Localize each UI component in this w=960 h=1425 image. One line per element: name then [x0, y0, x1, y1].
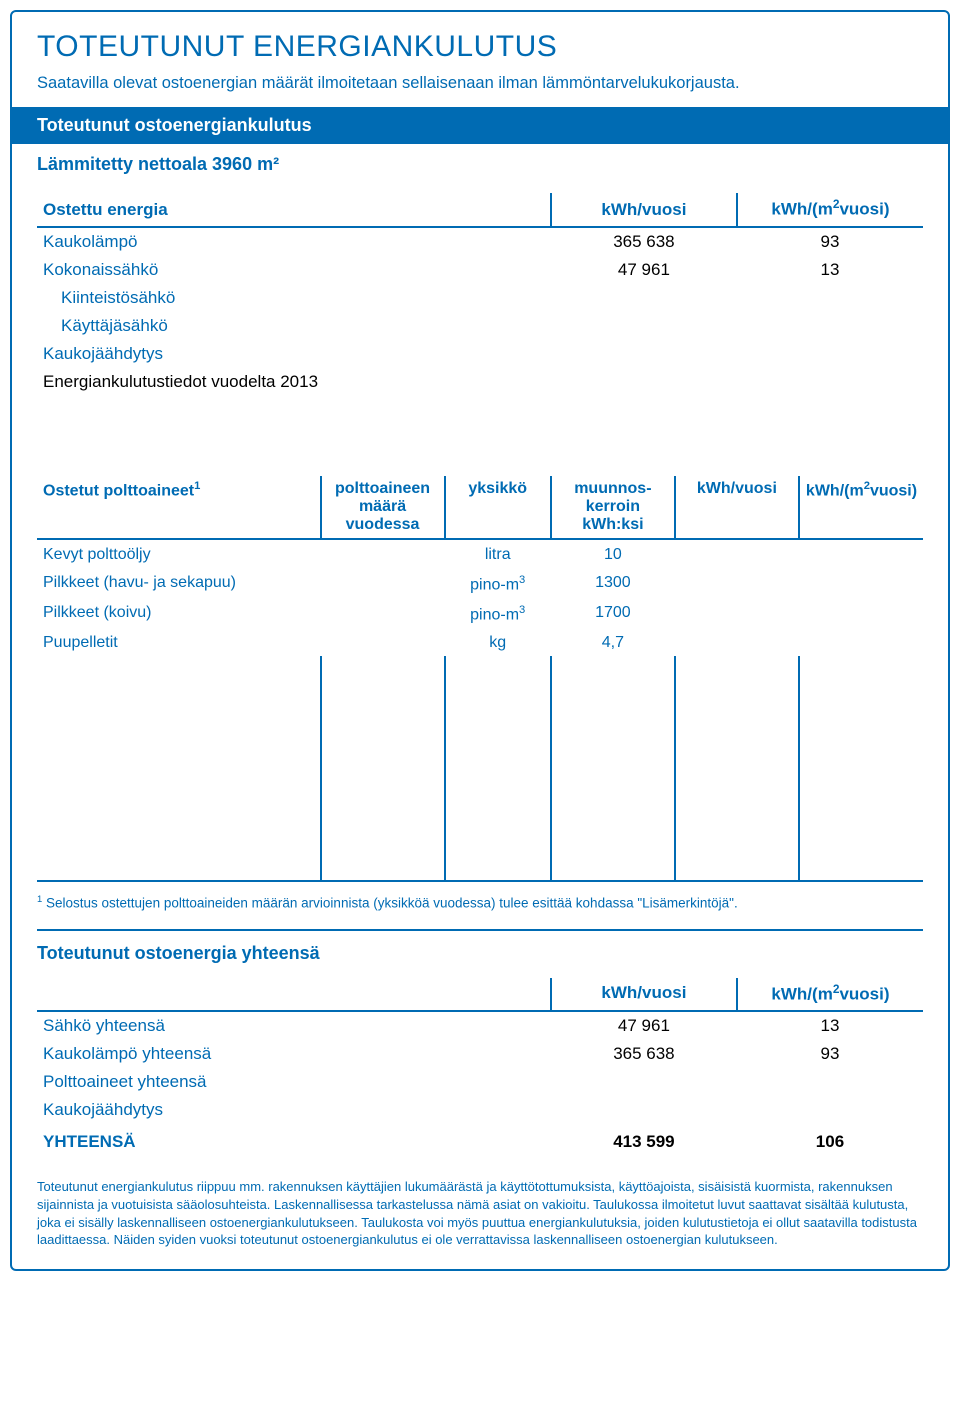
- row-kwh: [551, 312, 737, 340]
- divider: [37, 929, 923, 931]
- fuel-conv: 4,7: [551, 628, 675, 656]
- totals-col-kwh: kWh/vuosi: [551, 978, 737, 1012]
- fuel-kwh: [675, 539, 799, 568]
- fuel-kwhm2: [799, 539, 923, 568]
- table-row: Pilkkeet (koivu) pino-m31700: [37, 598, 923, 628]
- fuel-unit: pino-m3: [445, 568, 551, 598]
- fuel-label: Puupelletit: [37, 628, 321, 656]
- row-kwhm2: [737, 284, 923, 312]
- subtitle: Saatavilla olevat ostoenergian määrät il…: [37, 74, 923, 93]
- fuel-unit: kg: [445, 628, 551, 656]
- disclaimer: Toteutunut energiankulutus riippuu mm. r…: [37, 1178, 923, 1248]
- row-label: Kaukolämpö yhteensä: [37, 1040, 551, 1068]
- row-kwhm2: 93: [737, 227, 923, 256]
- energy-data-year: Energiankulutustiedot vuodelta 2013: [37, 368, 551, 396]
- fuel-amount: [321, 539, 445, 568]
- row-kwhm2: [737, 312, 923, 340]
- totals-title: Toteutunut ostoenergia yhteensä: [37, 943, 923, 964]
- row-kwhm2: 93: [737, 1040, 923, 1068]
- table-row: Käyttäjäsähkö: [37, 312, 923, 340]
- fuels-col-amount: polttoaineen määrä vuodessa: [321, 476, 445, 539]
- fuel-label: Kevyt polttoöljy: [37, 539, 321, 568]
- row-kwh: [551, 284, 737, 312]
- fuel-amount: [321, 628, 445, 656]
- table-row: Puupelletit kg4,7: [37, 628, 923, 656]
- table-row: Pilkkeet (havu- ja sekapuu) pino-m31300: [37, 568, 923, 598]
- fuel-unit: pino-m3: [445, 598, 551, 628]
- fuels-col-label: Ostetut polttoaineet1: [37, 476, 321, 539]
- totals-table: kWh/vuosi kWh/(m2vuosi) Sähkö yhteensä47…: [37, 978, 923, 1157]
- table-row: Kaukolämpö365 63893: [37, 227, 923, 256]
- row-kwh: [551, 1068, 737, 1096]
- row-kwh: 47 961: [551, 256, 737, 284]
- fuel-conv: 10: [551, 539, 675, 568]
- fuel-unit: litra: [445, 539, 551, 568]
- main-title: TOTEUTUNUT ENERGIANKULUTUS: [37, 30, 923, 64]
- row-kwh: [551, 1096, 737, 1124]
- row-label: Polttoaineet yhteensä: [37, 1068, 551, 1096]
- fuels-col-kwh: kWh/vuosi: [675, 476, 799, 539]
- row-label: Käyttäjäsähkö: [37, 312, 551, 340]
- row-kwhm2: 13: [737, 1011, 923, 1040]
- row-label: Kaukojäähdytys: [37, 340, 551, 368]
- fuel-kwh: [675, 628, 799, 656]
- table-row: Sähkö yhteensä47 96113: [37, 1011, 923, 1040]
- row-kwhm2: [737, 340, 923, 368]
- fuel-conv: 1700: [551, 598, 675, 628]
- table-row: Kevyt polttoöljy litra10: [37, 539, 923, 568]
- table-row: Kaukolämpö yhteensä365 63893: [37, 1040, 923, 1068]
- content: TOTEUTUNUT ENERGIANKULUTUS Saatavilla ol…: [12, 12, 948, 1269]
- fuel-label: Pilkkeet (koivu): [37, 598, 321, 628]
- row-kwh: [551, 340, 737, 368]
- document-page: TOTEUTUNUT ENERGIANKULUTUS Saatavilla ol…: [10, 10, 950, 1271]
- row-kwhm2: 13: [737, 256, 923, 284]
- fuel-amount: [321, 568, 445, 598]
- fuels-footnote: 1 Selostus ostettujen polttoaineiden mää…: [37, 894, 923, 911]
- fuel-kwhm2: [799, 628, 923, 656]
- col-header-kwhm2: kWh/(m2vuosi): [737, 193, 923, 227]
- fuels-table: Ostetut polttoaineet1 polttoaineen määrä…: [37, 476, 923, 883]
- row-kwh: 365 638: [551, 227, 737, 256]
- table-row: Kaukojäähdytys: [37, 1096, 923, 1124]
- fuels-col-kwhm2: kWh/(m2vuosi): [799, 476, 923, 539]
- row-label: Kaukojäähdytys: [37, 1096, 551, 1124]
- row-label: Kokonaissähkö: [37, 256, 551, 284]
- fuel-kwhm2: [799, 568, 923, 598]
- spacer: [37, 396, 923, 476]
- purchased-energy-table: Ostettu energia kWh/vuosi kWh/(m2vuosi) …: [37, 193, 923, 396]
- fuel-label: Pilkkeet (havu- ja sekapuu): [37, 568, 321, 598]
- fuels-col-conv: muunnos- kerroin kWh:ksi: [551, 476, 675, 539]
- table-row: Kaukojäähdytys: [37, 340, 923, 368]
- totals-col-kwhm2: kWh/(m2vuosi): [737, 978, 923, 1012]
- fuel-amount: [321, 598, 445, 628]
- totals-col-empty: [37, 978, 551, 1012]
- fuel-conv: 1300: [551, 568, 675, 598]
- row-kwh: 365 638: [551, 1040, 737, 1068]
- table-row: Polttoaineet yhteensä: [37, 1068, 923, 1096]
- col-header-kwh: kWh/vuosi: [551, 193, 737, 227]
- fuel-kwhm2: [799, 598, 923, 628]
- col-header-name: Ostettu energia: [37, 193, 551, 227]
- totals-row-grand: YHTEENSÄ 413 599 106: [37, 1124, 923, 1156]
- section-band: Toteutunut ostoenergiankulutus: [12, 107, 948, 144]
- row-label: Kiinteistösähkö: [37, 284, 551, 312]
- fuel-kwh: [675, 568, 799, 598]
- net-area: Lämmitetty nettoala 3960 m²: [37, 154, 923, 175]
- table-row: Kokonaissähkö47 96113: [37, 256, 923, 284]
- fuels-col-unit: yksikkö: [445, 476, 551, 539]
- row-kwh: 47 961: [551, 1011, 737, 1040]
- fuel-kwh: [675, 598, 799, 628]
- row-label: Sähkö yhteensä: [37, 1011, 551, 1040]
- table-row: Kiinteistösähkö: [37, 284, 923, 312]
- row-kwhm2: [737, 1096, 923, 1124]
- row-label: Kaukolämpö: [37, 227, 551, 256]
- row-kwhm2: [737, 1068, 923, 1096]
